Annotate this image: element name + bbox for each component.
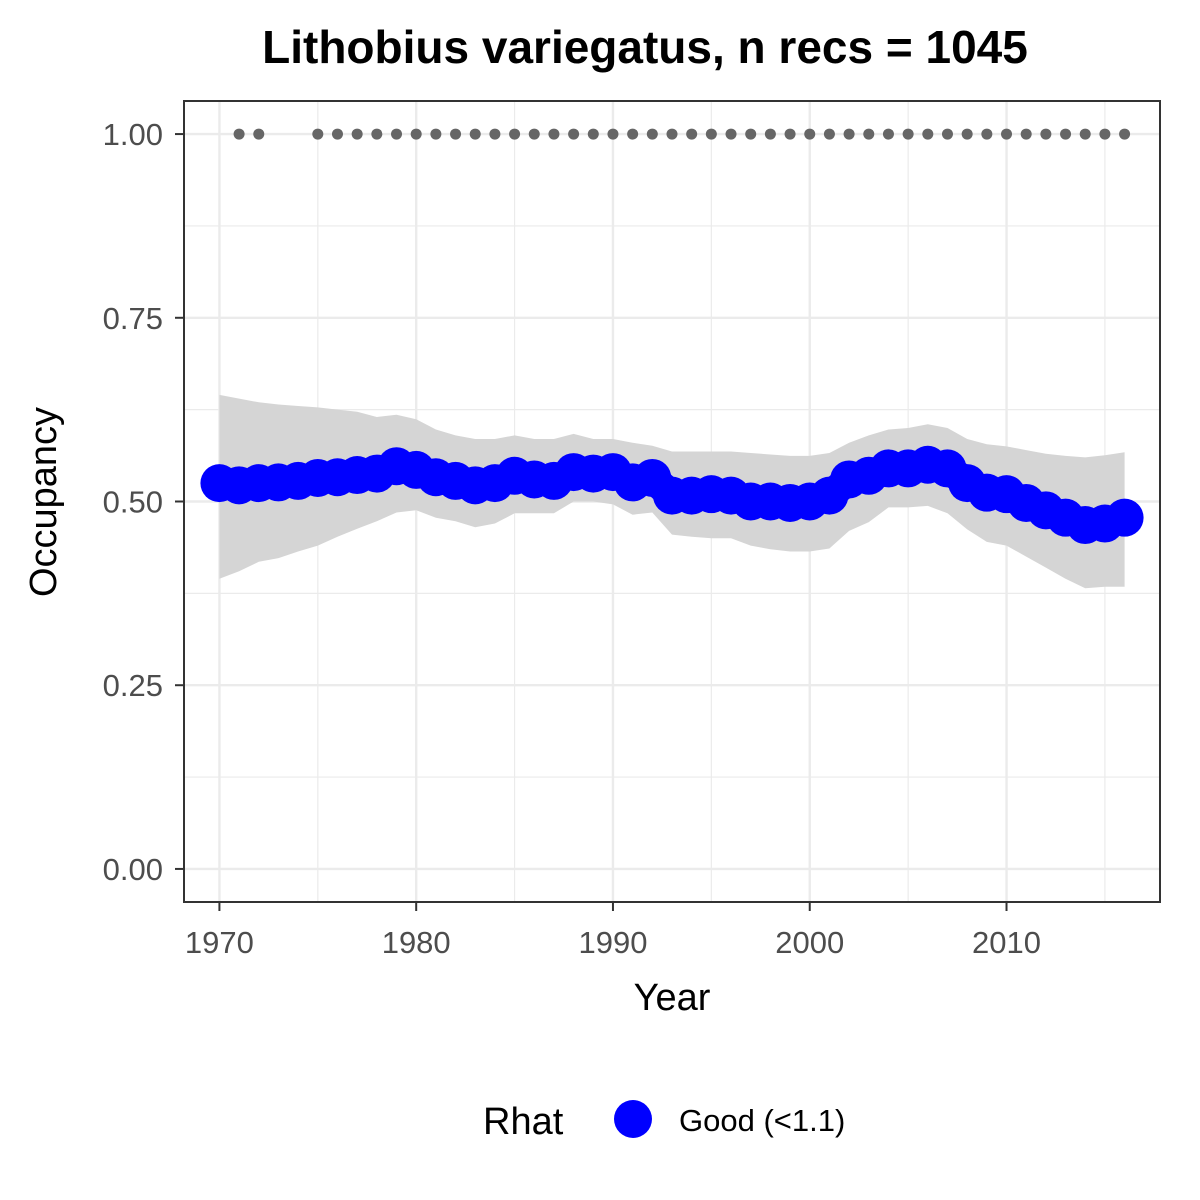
record-point-2016 [1119, 129, 1130, 140]
x-tick-label-4: 2010 [972, 925, 1041, 960]
record-point-2004 [883, 129, 894, 140]
record-point-1993 [667, 129, 678, 140]
record-point-2013 [1060, 129, 1071, 140]
record-point-1992 [647, 129, 658, 140]
x-tick-label-0: 1970 [185, 925, 254, 960]
record-point-2010 [1001, 129, 1012, 140]
record-point-1975 [312, 129, 323, 140]
y-tick-label-4: 1.00 [103, 117, 163, 152]
record-point-1987 [548, 129, 559, 140]
record-point-1983 [470, 129, 481, 140]
record-point-1991 [627, 129, 638, 140]
legend-label-good: Good (<1.1) [679, 1103, 845, 1138]
record-point-1994 [686, 129, 697, 140]
x-axis-title: Year [634, 977, 711, 1019]
record-point-2007 [942, 129, 953, 140]
legend-title: Rhat [483, 1101, 564, 1143]
record-point-1984 [489, 129, 500, 140]
record-point-2001 [824, 129, 835, 140]
record-point-1980 [411, 129, 422, 140]
record-point-1988 [568, 129, 579, 140]
record-point-1977 [352, 129, 363, 140]
record-point-1972 [253, 129, 264, 140]
record-point-1998 [765, 129, 776, 140]
record-point-2009 [981, 129, 992, 140]
record-point-1982 [450, 129, 461, 140]
x-tick-label-1: 1980 [382, 925, 451, 960]
record-point-1986 [529, 129, 540, 140]
series-point-2016 [1106, 499, 1144, 537]
record-point-1971 [234, 129, 245, 140]
record-point-1996 [726, 129, 737, 140]
y-tick-label-2: 0.50 [103, 485, 163, 520]
record-point-2015 [1099, 129, 1110, 140]
legend: Rhat Good (<1.1) [483, 1100, 845, 1143]
record-point-1989 [588, 129, 599, 140]
record-point-2002 [844, 129, 855, 140]
record-point-1976 [332, 129, 343, 140]
record-point-1990 [607, 129, 618, 140]
legend-key-good [614, 1100, 652, 1138]
x-tick-label-2: 1990 [578, 925, 647, 960]
y-tick-label-3: 0.75 [103, 301, 163, 336]
record-point-1978 [371, 129, 382, 140]
record-point-2008 [962, 129, 973, 140]
record-point-2003 [863, 129, 874, 140]
x-tick-label-3: 2000 [775, 925, 844, 960]
record-point-1997 [745, 129, 756, 140]
record-point-1995 [706, 129, 717, 140]
chart-title: Lithobius variegatus, n recs = 1045 [262, 21, 1028, 73]
record-point-2000 [804, 129, 815, 140]
y-tick-label-0: 0.00 [103, 852, 163, 887]
record-point-1985 [509, 129, 520, 140]
record-point-1979 [391, 129, 402, 140]
record-point-2006 [922, 129, 933, 140]
record-point-2014 [1080, 129, 1091, 140]
y-tick-label-1: 0.25 [103, 668, 163, 703]
record-point-2012 [1040, 129, 1051, 140]
record-point-1981 [430, 129, 441, 140]
record-point-1999 [785, 129, 796, 140]
record-point-2005 [903, 129, 914, 140]
y-axis-title: Occupancy [23, 407, 65, 597]
record-point-2011 [1021, 129, 1032, 140]
